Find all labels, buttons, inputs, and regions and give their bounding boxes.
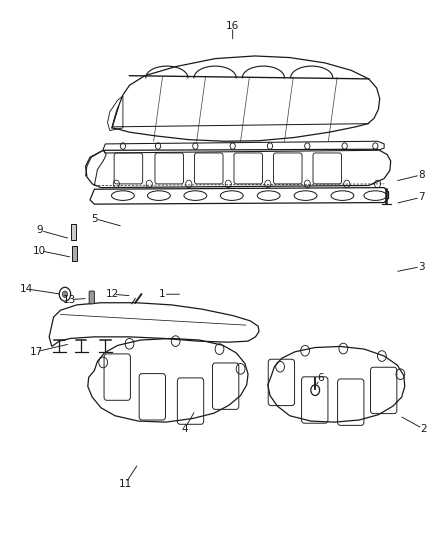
Text: 5: 5 (91, 214, 98, 223)
Text: 13: 13 (63, 295, 76, 304)
Text: 1: 1 (159, 289, 166, 299)
Text: 9: 9 (36, 225, 43, 235)
FancyBboxPatch shape (72, 246, 77, 261)
Text: 17: 17 (29, 347, 42, 357)
Circle shape (62, 291, 67, 297)
Text: 2: 2 (419, 424, 426, 434)
Text: 11: 11 (118, 479, 131, 489)
Text: 16: 16 (226, 21, 239, 30)
Text: 6: 6 (316, 374, 323, 383)
Text: 7: 7 (417, 192, 424, 202)
Text: 8: 8 (417, 170, 424, 180)
Text: 3: 3 (417, 262, 424, 271)
Text: 10: 10 (33, 246, 46, 255)
Text: 14: 14 (20, 284, 33, 294)
FancyBboxPatch shape (89, 291, 94, 304)
Text: 12: 12 (105, 289, 118, 299)
FancyBboxPatch shape (71, 224, 76, 240)
Text: 4: 4 (180, 424, 187, 434)
